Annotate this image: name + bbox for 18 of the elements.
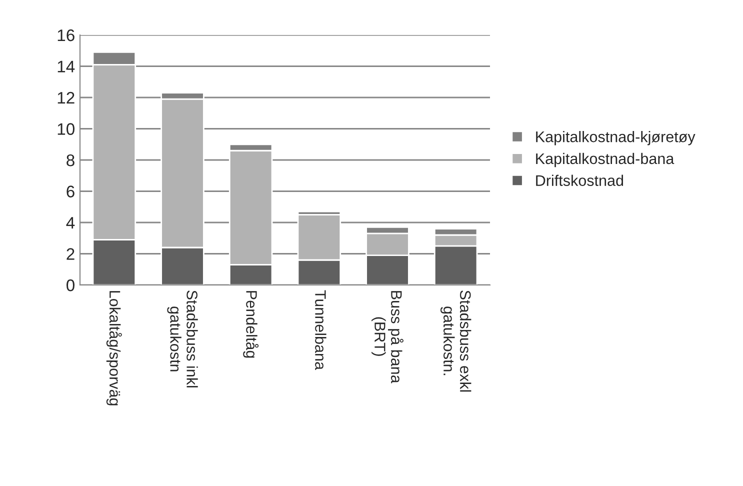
x-tick-label: Tunnelbana [315, 290, 326, 370]
y-tick-label: 2 [66, 248, 74, 260]
x-tick-label: Buss på bana (BRT) [372, 291, 404, 384]
x-tick-label: Pendeltåg [243, 291, 259, 358]
y-tick-label: 16 [58, 29, 74, 42]
x-tick-label: Stadsbuss inkl gatukostn [167, 290, 198, 388]
legend-label: Kapitalkostnad-bana [536, 152, 674, 168]
x-tick-label: Lokaltåg/sporväg [106, 291, 122, 406]
y-tick-label: 10 [58, 123, 74, 135]
x-tick-label: Stadsbuss exkl gatukostn. [440, 290, 472, 392]
y-tick-label: 0 [66, 279, 74, 292]
legend-label: Driftskostnad [536, 174, 624, 186]
y-tick-label: 6 [66, 186, 74, 198]
y-tick-label: 12 [58, 92, 74, 104]
y-tick-label: 8 [66, 154, 74, 166]
legend-label: Kapitalkostnad-kjøretøy [536, 131, 696, 146]
y-tick-label: 14 [58, 60, 75, 72]
y-tick-label: 4 [66, 217, 75, 229]
